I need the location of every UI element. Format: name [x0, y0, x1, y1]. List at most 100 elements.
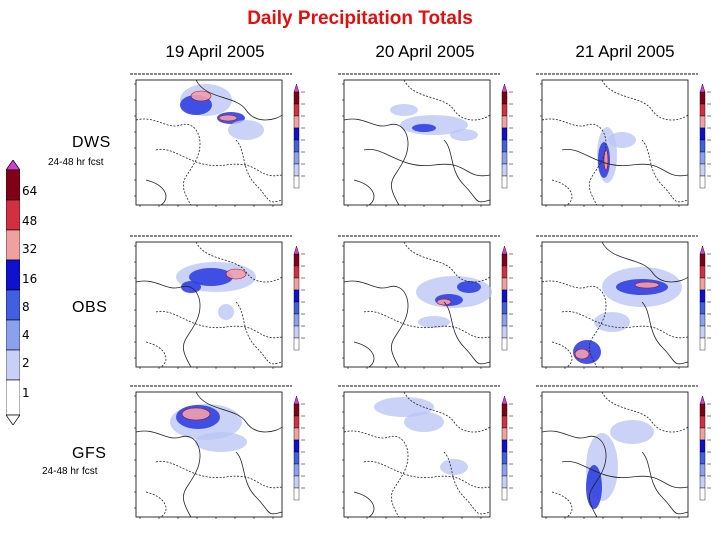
- mini-legend-arrow: [700, 84, 705, 92]
- mini-legend-swatch: [294, 278, 299, 290]
- colorbar-swatch-2: [6, 350, 20, 380]
- mini-legend-arrow: [502, 84, 507, 92]
- mini-legend-swatch: [700, 302, 705, 314]
- precip-area: [219, 115, 237, 121]
- map-panel-obs-19-april: [122, 232, 317, 377]
- precipitation-map: [528, 70, 720, 215]
- mini-legend-swatch: [294, 404, 299, 416]
- precip-area: [404, 412, 444, 432]
- mini-legend-swatch: [294, 452, 299, 464]
- colorbar-top-arrow: [6, 160, 20, 170]
- mini-legend: [502, 84, 513, 188]
- mini-legend-arrow: [294, 246, 299, 254]
- precip-area: [226, 269, 246, 279]
- column-header-19-april: 19 April 2005: [115, 42, 315, 62]
- mini-legend-swatch: [502, 452, 507, 464]
- mini-legend-swatch: [294, 428, 299, 440]
- colorbar-label-2: 2: [22, 356, 30, 370]
- precip-area: [610, 420, 654, 444]
- map-panel-dws-19-april: [122, 70, 317, 215]
- colorbar-label-4: 4: [22, 328, 30, 342]
- mini-legend-swatch: [502, 476, 507, 488]
- mini-legend: [294, 84, 305, 188]
- colorbar-swatch-64: [6, 170, 20, 200]
- row-sublabel-dws: 24-48 hr fcst: [48, 157, 104, 168]
- mini-legend-swatch: [502, 488, 507, 500]
- precip-area: [191, 91, 211, 101]
- colorbar: [6, 160, 20, 425]
- column-header-20-april: 20 April 2005: [325, 42, 525, 62]
- mini-legend: [294, 396, 305, 500]
- mini-legend-swatch: [700, 278, 705, 290]
- mini-legend-swatch: [502, 302, 507, 314]
- mini-legend: [700, 396, 711, 500]
- mini-legend-swatch: [502, 254, 507, 266]
- precipitation-map: [330, 70, 525, 215]
- page-title: Daily Precipitation Totals: [0, 8, 720, 30]
- precip-area: [604, 150, 608, 170]
- colorbar-label-32: 32: [22, 242, 37, 256]
- mini-legend-arrow: [502, 246, 507, 254]
- mini-legend-swatch: [700, 416, 705, 428]
- colorbar-swatch-1: [6, 380, 20, 415]
- colorbar-swatch-8: [6, 290, 20, 320]
- mini-legend-swatch: [294, 116, 299, 128]
- precip-area: [594, 312, 630, 332]
- row-label-dws: DWS: [72, 134, 111, 152]
- precip-area: [390, 104, 418, 116]
- colorbar-swatch-32: [6, 230, 20, 260]
- mini-legend-swatch: [700, 92, 705, 104]
- precipitation-map: [330, 382, 525, 527]
- precip-area: [181, 281, 201, 293]
- mini-legend-swatch: [294, 338, 299, 350]
- mini-legend-arrow: [294, 396, 299, 404]
- precip-area: [608, 132, 636, 148]
- mini-legend-swatch: [294, 488, 299, 500]
- mini-legend-swatch: [502, 290, 507, 302]
- mini-legend-swatch: [502, 266, 507, 278]
- mini-legend-swatch: [502, 314, 507, 326]
- mini-legend-swatch: [700, 152, 705, 164]
- mini-legend-swatch: [502, 176, 507, 188]
- mini-legend-swatch: [502, 116, 507, 128]
- mini-legend-swatch: [700, 476, 705, 488]
- mini-legend-swatch: [294, 92, 299, 104]
- map-panel-gfs-20-april: [330, 382, 525, 527]
- map-panel-obs-20-april: [330, 232, 525, 377]
- mini-legend-swatch: [502, 152, 507, 164]
- mini-legend-arrow: [700, 396, 705, 404]
- mini-legend-swatch: [294, 140, 299, 152]
- precip-area: [218, 304, 234, 320]
- colorbar-label-64: 64: [22, 184, 37, 198]
- mini-legend-swatch: [700, 104, 705, 116]
- mini-legend-swatch: [502, 338, 507, 350]
- mini-legend-arrow: [502, 396, 507, 404]
- mini-legend: [294, 246, 305, 350]
- mini-legend-swatch: [294, 464, 299, 476]
- mini-legend-arrow: [294, 84, 299, 92]
- mini-legend-swatch: [700, 116, 705, 128]
- mini-legend-swatch: [502, 104, 507, 116]
- mini-legend-swatch: [502, 164, 507, 176]
- precipitation-map: [122, 382, 317, 527]
- mini-legend-swatch: [502, 440, 507, 452]
- mini-legend-swatch: [294, 266, 299, 278]
- colorbar-swatch-16: [6, 260, 20, 290]
- mini-legend-swatch: [294, 314, 299, 326]
- colorbar-label-8: 8: [22, 300, 30, 314]
- precip-area: [635, 282, 659, 288]
- colorbar-bottom-arrow: [6, 415, 20, 425]
- mini-legend: [700, 246, 711, 350]
- mini-legend-swatch: [700, 128, 705, 140]
- precipitation-map: [528, 382, 720, 527]
- mini-legend-swatch: [294, 440, 299, 452]
- mini-legend-swatch: [294, 104, 299, 116]
- mini-legend-swatch: [294, 176, 299, 188]
- mini-legend-swatch: [700, 290, 705, 302]
- mini-legend-swatch: [502, 404, 507, 416]
- mini-legend-swatch: [294, 326, 299, 338]
- mini-legend-swatch: [502, 428, 507, 440]
- colorbar-swatch-4: [6, 320, 20, 350]
- map-panel-dws-21-april: [528, 70, 720, 215]
- mini-legend-swatch: [700, 140, 705, 152]
